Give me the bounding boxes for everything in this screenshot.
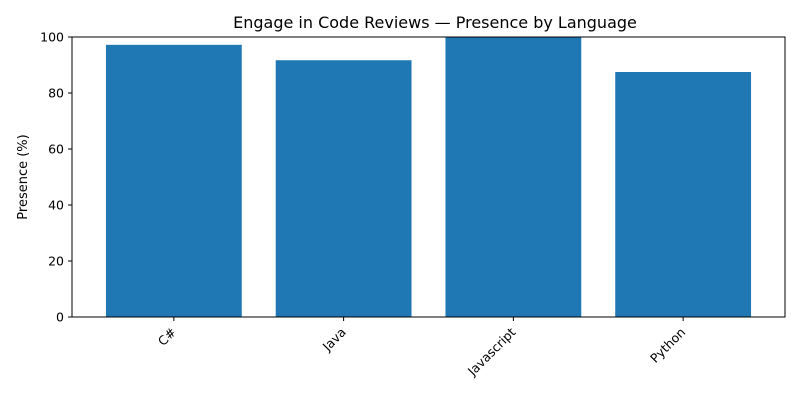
bar-java xyxy=(275,60,412,318)
y-tick-label: 40 xyxy=(48,198,64,213)
y-tick-label: 0 xyxy=(56,310,64,325)
x-tick-label: C# xyxy=(155,325,179,349)
y-tick-label: 80 xyxy=(48,86,64,101)
y-tick-label: 60 xyxy=(48,142,64,157)
x-axis: C# Java Javascript Python xyxy=(155,317,688,379)
x-tick-label: Java xyxy=(319,325,349,355)
bar-python xyxy=(615,72,752,317)
bar-javascript xyxy=(445,37,582,317)
chart-title: Engage in Code Reviews — Presence by Lan… xyxy=(233,13,637,32)
bar-series xyxy=(105,37,752,318)
y-tick-label: 20 xyxy=(48,254,64,269)
y-tick-label: 100 xyxy=(40,30,64,45)
y-axis: 0 20 40 60 80 100 xyxy=(40,30,72,325)
x-tick-label: Javascript xyxy=(464,324,519,379)
plot-frame xyxy=(71,36,786,318)
bar-c- xyxy=(105,44,242,318)
x-tick-label: Python xyxy=(647,325,688,366)
y-axis-label: Presence (%) xyxy=(16,134,31,219)
